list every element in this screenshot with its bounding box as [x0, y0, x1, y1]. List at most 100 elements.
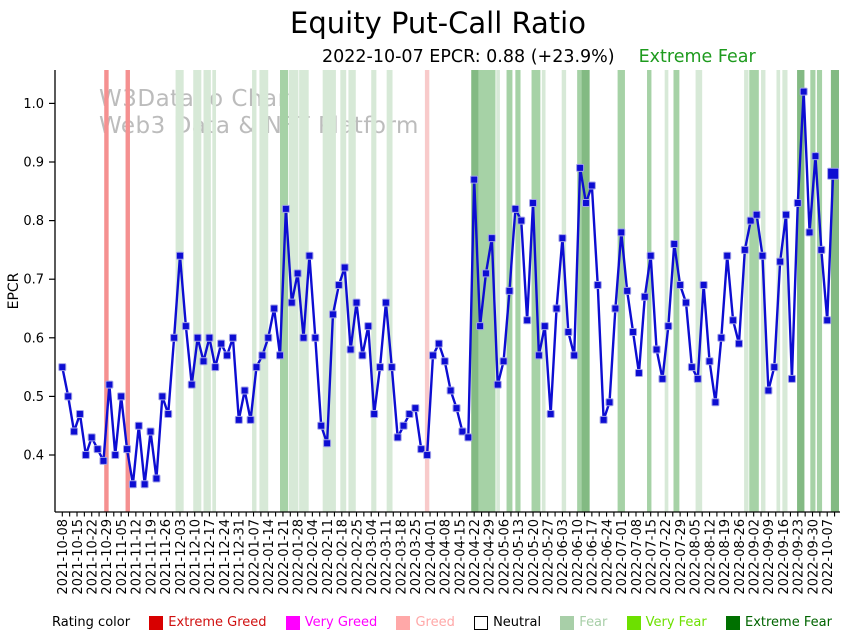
data-point-marker — [499, 357, 508, 366]
page-title: Equity Put-Call Ratio — [290, 6, 586, 40]
data-point-marker — [558, 234, 567, 243]
data-point-marker — [287, 298, 296, 307]
legend-label: Very Fear — [645, 615, 707, 630]
rating-band-extreme_fear — [581, 70, 590, 512]
x-tick-label: 2022-09-23 — [792, 519, 807, 595]
rating-band-fear — [252, 70, 257, 512]
data-point-marker — [517, 216, 526, 225]
legend-label: Extreme Fear — [744, 615, 832, 630]
x-tick-label: 2021-12-10 — [188, 519, 203, 595]
data-point-marker — [617, 228, 626, 237]
rating-band-extreme_fear — [797, 70, 805, 512]
data-point-marker — [458, 427, 467, 436]
rating-band-extreme_fear — [830, 70, 839, 512]
y-tick-label: 0.4 — [23, 449, 44, 464]
data-point-marker — [599, 415, 608, 424]
data-point-marker — [387, 363, 396, 372]
data-point-marker — [105, 380, 114, 389]
legend-item-greed: Greed — [396, 615, 455, 630]
data-point-marker — [175, 251, 184, 260]
x-tick-label: 2022-03-04 — [365, 519, 380, 595]
status-badge: Extreme Fear — [638, 47, 756, 67]
x-tick-label: 2022-05-06 — [497, 519, 512, 595]
x-tick-label: 2022-10-07 — [821, 519, 836, 595]
data-point-marker — [552, 304, 561, 313]
data-point-marker — [81, 451, 90, 459]
data-point-marker — [817, 245, 826, 254]
x-tick-label: 2022-02-11 — [321, 519, 336, 595]
data-point-marker — [123, 445, 132, 454]
data-point-marker — [782, 210, 791, 219]
rating-band-fear — [386, 70, 393, 512]
x-tick-label: 2022-09-16 — [777, 519, 792, 595]
data-point-marker — [511, 204, 520, 213]
data-point-marker — [99, 456, 108, 465]
data-point-marker — [717, 333, 726, 342]
data-point-marker — [523, 316, 532, 325]
data-point-marker — [534, 351, 543, 360]
data-point-marker — [576, 163, 585, 172]
data-point-marker — [358, 351, 367, 360]
data-point-marker — [187, 380, 196, 389]
data-point-marker — [823, 316, 832, 325]
x-tick-label: 2021-12-17 — [203, 519, 218, 595]
data-point-marker — [758, 251, 767, 260]
y-tick-label: 0.9 — [23, 156, 44, 171]
data-point-marker — [181, 322, 190, 331]
x-tick-label: 2022-09-09 — [762, 519, 777, 595]
data-point-marker — [446, 386, 455, 395]
x-tick-label: 2022-03-18 — [394, 519, 409, 595]
legend-label: Very Greed — [304, 615, 378, 630]
legend-item-very-fear: Very Fear — [626, 615, 707, 630]
legend-title: Rating color — [52, 615, 131, 630]
x-tick-label: 2022-05-13 — [512, 519, 527, 595]
rating-band-fear — [695, 70, 703, 512]
very-fear-swatch-icon — [626, 615, 641, 630]
data-point-marker — [611, 304, 620, 313]
data-point-marker — [811, 152, 820, 161]
data-point-marker — [540, 322, 549, 331]
data-point-marker — [505, 286, 514, 295]
x-tick-label: 2022-03-25 — [409, 519, 424, 595]
data-point-marker — [593, 281, 602, 290]
data-point-marker — [152, 474, 161, 483]
x-tick-label: 2021-10-29 — [100, 519, 115, 595]
x-tick-label: 2022-06-03 — [556, 519, 571, 595]
rating-band-fear — [322, 70, 336, 512]
x-tick-label: 2022-04-29 — [483, 519, 498, 595]
x-tick-label: 2022-02-18 — [336, 519, 351, 595]
x-tick-label: 2021-11-12 — [130, 519, 145, 595]
last-data-point-marker — [827, 167, 840, 180]
data-point-marker — [476, 322, 485, 331]
data-point-marker — [364, 322, 373, 331]
data-point-marker — [170, 333, 179, 342]
data-point-marker — [711, 398, 720, 407]
data-point-marker — [87, 433, 96, 442]
x-tick-label: 2022-04-22 — [468, 519, 483, 595]
x-tick-label: 2022-01-07 — [247, 519, 262, 595]
rating-band-extreme_fear — [471, 70, 479, 512]
x-tick-label: 2022-09-02 — [747, 519, 762, 595]
data-point-marker — [70, 427, 79, 436]
legend-label: Neutral — [493, 615, 542, 630]
x-tick-label: 2022-06-17 — [586, 519, 601, 595]
data-point-marker — [299, 333, 308, 342]
legend-item-extreme-greed: Extreme Greed — [149, 615, 267, 630]
x-tick-label: 2021-10-22 — [86, 519, 101, 595]
x-tick-label: 2022-09-30 — [806, 519, 821, 595]
very-greed-swatch-icon — [285, 615, 300, 630]
x-tick-label: 2022-03-11 — [380, 519, 395, 595]
x-tick-label: 2021-11-19 — [144, 519, 159, 595]
x-tick-label: 2022-07-15 — [645, 519, 660, 595]
data-point-marker — [787, 374, 796, 383]
data-point-marker — [134, 421, 143, 430]
data-point-marker — [93, 445, 102, 454]
data-point-marker — [652, 345, 661, 354]
x-tick-label: 2022-01-21 — [277, 519, 292, 595]
extreme-greed-swatch-icon — [149, 615, 164, 630]
legend-item-neutral: Neutral — [474, 615, 541, 630]
rating-band-fear — [340, 70, 347, 512]
rating-band-fear — [664, 70, 669, 512]
data-point-marker — [293, 269, 302, 278]
x-tick-label: 2021-11-26 — [159, 519, 174, 595]
